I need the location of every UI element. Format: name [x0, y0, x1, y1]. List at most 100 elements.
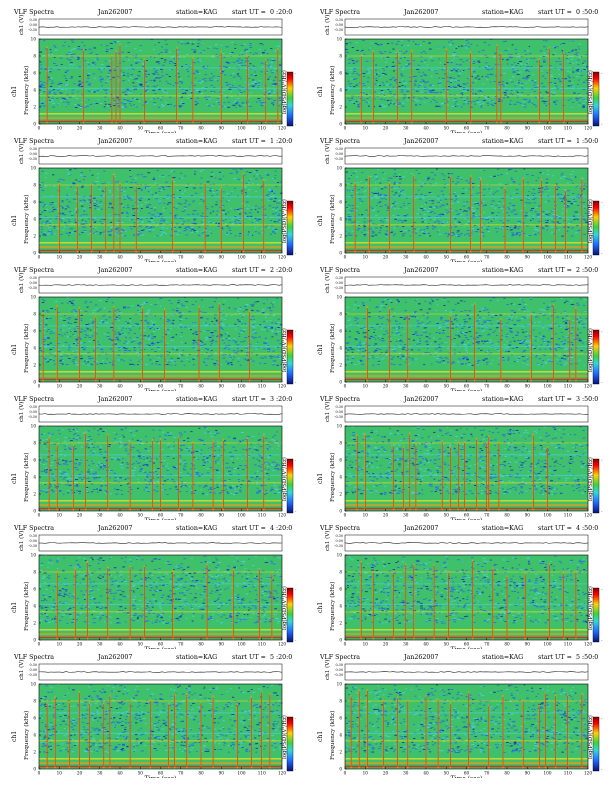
noise-speckle	[45, 318, 49, 320]
noise-speckle	[279, 221, 282, 223]
noise-speckle	[279, 181, 282, 183]
noise-speckle	[149, 225, 153, 226]
noise-speckle	[464, 189, 468, 191]
noise-speckle	[176, 357, 180, 359]
noise-speckle	[565, 206, 568, 208]
noise-speckle	[84, 106, 86, 108]
noise-speckle	[171, 58, 174, 60]
noise-speckle	[80, 84, 83, 86]
x-axis-label: Time (sec)	[451, 260, 483, 263]
noise-speckle	[86, 306, 89, 308]
noise-speckle	[497, 174, 500, 176]
noise-speckle	[201, 197, 204, 199]
noise-speckle	[234, 48, 237, 49]
noise-speckle	[498, 81, 501, 83]
noise-speckle	[220, 308, 223, 310]
noise-speckle	[403, 94, 406, 96]
noise-speckle	[218, 189, 222, 190]
noise-speckle	[256, 341, 259, 343]
sferic-spike-core	[563, 54, 564, 122]
noise-speckle	[387, 89, 389, 90]
noise-speckle	[101, 360, 105, 362]
noise-speckle	[197, 39, 201, 41]
noise-speckle	[53, 185, 56, 187]
noise-speckle	[577, 68, 579, 70]
noise-speckle	[240, 350, 243, 352]
noise-speckle	[192, 201, 194, 203]
noise-speckle	[521, 92, 524, 93]
noise-speckle	[441, 223, 444, 224]
noise-speckle	[133, 338, 136, 340]
noise-speckle	[520, 56, 524, 58]
noise-speckle	[258, 336, 261, 338]
noise-speckle	[100, 362, 103, 364]
noise-speckle	[209, 190, 212, 192]
noise-speckle	[459, 64, 462, 66]
noise-speckle	[258, 232, 261, 234]
noise-speckle	[357, 189, 360, 191]
noise-speckle	[247, 234, 250, 236]
noise-speckle	[528, 202, 532, 204]
noise-speckle	[578, 94, 582, 96]
noise-speckle	[530, 66, 533, 67]
noise-speckle	[468, 59, 471, 61]
noise-speckle	[170, 195, 173, 197]
noise-speckle	[435, 105, 438, 107]
noise-speckle	[356, 205, 359, 207]
noise-speckle	[584, 100, 588, 101]
noise-speckle	[234, 187, 236, 189]
noise-speckle	[373, 208, 376, 210]
noise-speckle	[150, 208, 153, 209]
noise-speckle	[434, 174, 437, 176]
noise-speckle	[194, 101, 197, 102]
noise-speckle	[268, 205, 272, 207]
noise-speckle	[72, 53, 76, 55]
noise-speckle	[117, 235, 121, 237]
noise-speckle	[268, 190, 272, 192]
noise-speckle	[533, 104, 536, 106]
noise-speckle	[498, 100, 501, 102]
noise-speckle	[273, 200, 276, 202]
noise-speckle	[363, 229, 366, 231]
noise-speckle	[74, 104, 77, 105]
noise-speckle	[228, 230, 232, 231]
noise-speckle	[130, 104, 133, 106]
noise-speckle	[446, 99, 448, 100]
noise-speckle	[68, 349, 70, 351]
noise-speckle	[259, 43, 263, 45]
x-tick-label: 20	[77, 126, 83, 131]
noise-speckle	[558, 73, 561, 75]
panel-start-value: 0 :50:0	[576, 9, 598, 16]
noise-speckle	[397, 86, 401, 87]
noise-speckle	[49, 232, 53, 234]
noise-speckle	[180, 332, 183, 334]
noise-speckle	[57, 69, 61, 71]
noise-speckle	[572, 101, 575, 103]
noise-speckle	[195, 341, 198, 343]
noise-speckle	[133, 226, 136, 228]
noise-speckle	[81, 219, 84, 221]
noise-speckle	[415, 231, 418, 233]
spectrogram-image	[345, 168, 589, 253]
noise-speckle	[414, 104, 418, 106]
noise-speckle	[480, 218, 484, 220]
noise-speckle	[221, 324, 225, 326]
noise-speckle	[534, 228, 537, 230]
noise-speckle	[210, 171, 213, 173]
noise-speckle	[388, 91, 392, 93]
noise-speckle	[476, 75, 480, 77]
noise-speckle	[445, 91, 449, 92]
noise-speckle	[478, 66, 481, 68]
noise-speckle	[116, 318, 119, 320]
noise-speckle	[263, 329, 266, 331]
noise-speckle	[84, 197, 87, 199]
noise-speckle	[47, 76, 50, 78]
noise-speckle	[518, 232, 521, 234]
noise-speckle	[415, 169, 418, 171]
noise-speckle	[55, 65, 58, 66]
noise-speckle	[346, 187, 350, 189]
sferic-spike-core	[354, 183, 356, 251]
noise-speckle	[145, 302, 148, 303]
noise-speckle	[366, 98, 369, 99]
noise-speckle	[107, 297, 111, 299]
